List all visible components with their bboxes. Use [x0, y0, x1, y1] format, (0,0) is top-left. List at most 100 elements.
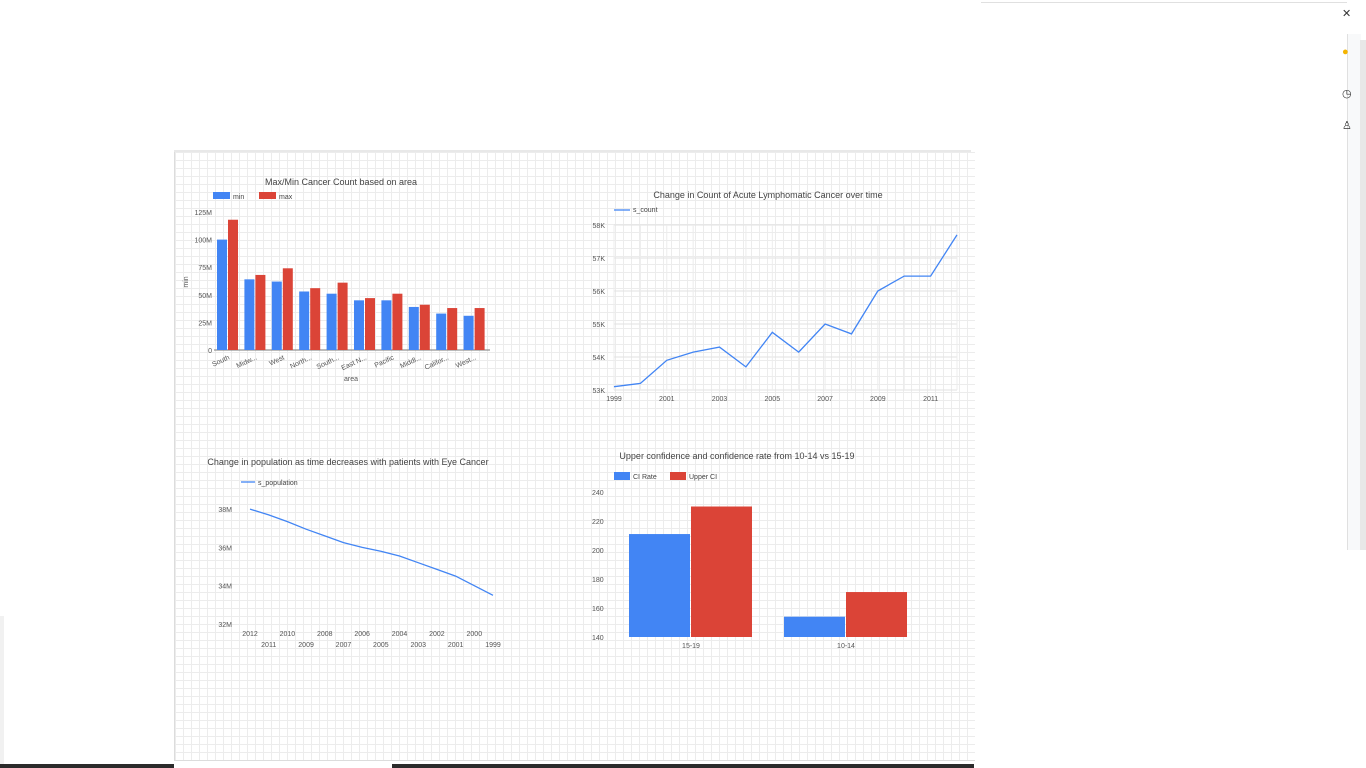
series-line[interactable] [249, 508, 494, 596]
legend-swatch-upper-ci [670, 472, 686, 480]
legend-swatch-ci-rate [614, 472, 630, 480]
x-tick-label: Midw... [236, 354, 259, 370]
side-toolbar [1347, 34, 1361, 550]
chart-title: Upper confidence and confidence rate fro… [619, 451, 854, 461]
x-tick-label: 1999 [485, 642, 501, 649]
y-tick-label: 32M [218, 622, 232, 629]
y-tick-label: 57K [593, 256, 606, 263]
legend-label: CI Rate [633, 474, 657, 481]
x-tick-label: 2007 [817, 396, 833, 403]
bar-max[interactable] [337, 282, 348, 350]
report-canvas [174, 152, 975, 761]
notification-icon[interactable]: ● [1342, 46, 1349, 58]
x-tick-label: 2010 [280, 631, 296, 638]
y-tick-label: 125M [194, 210, 212, 217]
chart-legend[interactable]: s_count [614, 207, 658, 214]
x-tick-label: 2011 [923, 396, 938, 403]
bar-max[interactable] [392, 293, 403, 350]
x-tick-label: 2012 [242, 631, 258, 638]
y-tick-label: 140 [592, 635, 604, 642]
x-tick-label: 2009 [298, 642, 314, 649]
x-tick-label: Califor... [424, 354, 450, 371]
x-tick-label: 2011 [261, 642, 276, 649]
confidence-rate-chart[interactable]: Upper confidence and confidence rate fro… [574, 445, 974, 665]
bottom-bar [0, 764, 174, 768]
x-tick-label: 2008 [317, 631, 333, 638]
x-tick-label: Middl... [399, 354, 422, 370]
bar-ci-rate[interactable] [629, 534, 690, 637]
history-icon[interactable]: ◷ [1342, 88, 1352, 100]
series-line[interactable] [613, 234, 958, 388]
bar-max[interactable] [474, 308, 485, 350]
x-tick-label: West... [455, 354, 478, 370]
bar-min[interactable] [326, 293, 337, 350]
chart-legend[interactable]: CI Rate Upper CI [614, 472, 717, 481]
bottom-bar [392, 764, 974, 768]
x-tick-label: 2002 [429, 631, 445, 638]
y-tick-label: 34M [218, 584, 232, 591]
y-tick-label: 58K [593, 223, 606, 230]
bar-max[interactable] [255, 274, 266, 350]
bar-min[interactable] [244, 279, 255, 350]
chart-title: Change in Count of Acute Lymphomatic Can… [653, 190, 882, 200]
y-tick-label: 56K [593, 289, 606, 296]
page-scrollbar[interactable] [1360, 40, 1366, 550]
y-tick-label: 0 [208, 348, 212, 355]
y-tick-label: 36M [218, 545, 232, 552]
x-axis-labels: 15-19 10-14 [682, 643, 855, 650]
legend-label-min: min [233, 194, 244, 201]
bar-upper-ci[interactable] [846, 592, 907, 637]
left-panel-edge [0, 616, 4, 764]
bar-min[interactable] [408, 306, 419, 350]
x-tick-label: 2006 [354, 631, 370, 638]
x-tick-label: 2003 [712, 396, 728, 403]
bars[interactable] [217, 219, 485, 350]
bar-max[interactable] [447, 308, 458, 350]
x-tick-label: 2004 [392, 631, 408, 638]
y-tick-label: 55K [593, 322, 606, 329]
bars[interactable] [629, 506, 907, 638]
bar-min[interactable] [354, 300, 364, 350]
y-axis: 140 160 180 200 220 240 [592, 490, 604, 642]
x-tick-label: East N... [341, 354, 368, 372]
bar-min[interactable] [381, 300, 392, 350]
legend-label: s_count [633, 207, 658, 214]
chart-title: Max/Min Cancer Count based on area [265, 177, 417, 187]
y-tick-label: 220 [592, 519, 604, 526]
bar-min[interactable] [436, 313, 447, 350]
chart-title: Change in population as time decreases w… [207, 457, 488, 467]
bar-upper-ci[interactable] [691, 506, 752, 638]
x-tick-label: 2009 [870, 396, 886, 403]
close-icon[interactable]: ✕ [1342, 8, 1352, 20]
bar-max[interactable] [365, 298, 375, 350]
x-tick-label: 2005 [765, 396, 781, 403]
bar-min[interactable] [463, 315, 474, 350]
bar-min[interactable] [299, 291, 310, 350]
bar-ci-rate[interactable] [784, 616, 845, 637]
legend-label: Upper CI [689, 474, 717, 481]
bar-max[interactable] [282, 268, 293, 350]
user-icon[interactable]: ♙ [1342, 120, 1352, 132]
bar-min[interactable] [271, 281, 282, 350]
legend-label: s_population [258, 480, 298, 487]
legend-swatch-max [259, 192, 276, 199]
legend-swatch-min [213, 192, 230, 199]
max-min-cancer-chart[interactable]: Max/Min Cancer Count based on area min ma… [174, 170, 574, 400]
axes: 32M 34M 36M 38M 2012 2010 2008 2006 2004 2002 2000… [218, 507, 501, 649]
x-tick-label: 1999 [606, 396, 622, 403]
y-tick-label: 54K [593, 355, 606, 362]
bar-min[interactable] [217, 239, 227, 350]
x-axis-labels: South Midw... West North... South... East N..… [211, 354, 477, 372]
bar-max[interactable] [228, 219, 238, 350]
eye-cancer-population-chart[interactable]: Change in population as time decreases w… [174, 450, 574, 660]
chart-grid [613, 224, 958, 391]
chart-legend[interactable]: min max [213, 192, 293, 201]
chart-legend[interactable]: s_population [241, 480, 298, 487]
x-tick-label: 2007 [336, 642, 352, 649]
acute-lymphomatic-line-chart[interactable]: Change in Count of Acute Lymphomatic Can… [574, 185, 974, 415]
x-tick-label: 10-14 [837, 643, 855, 650]
y-tick-label: 240 [592, 490, 604, 497]
y-tick-label: 53K [593, 388, 606, 395]
bar-max[interactable] [419, 304, 430, 350]
bar-max[interactable] [310, 288, 321, 350]
